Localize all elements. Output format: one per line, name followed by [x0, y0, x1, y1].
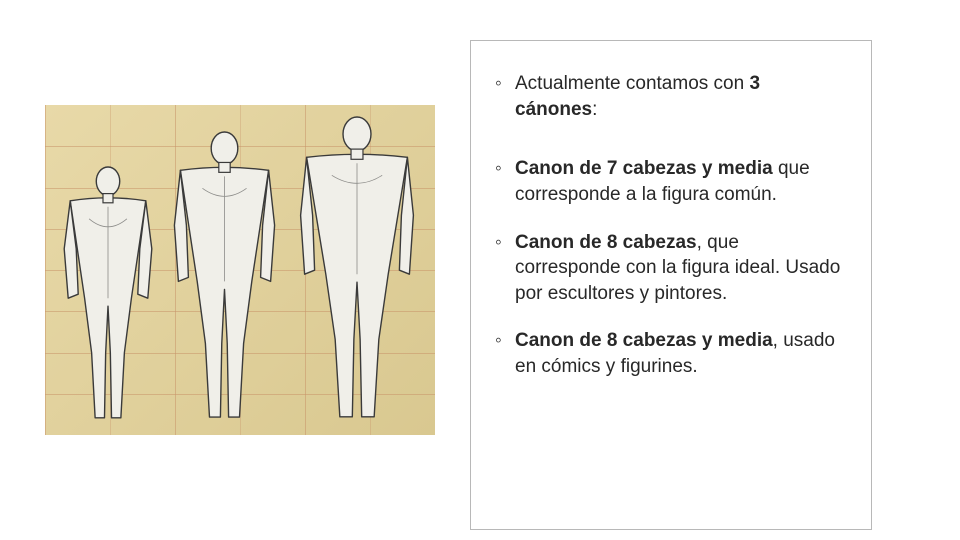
text-panel: Actualmente contamos con 3 cánones: Cano…	[470, 40, 872, 530]
bullet-intro: Actualmente contamos con 3 cánones:	[495, 71, 847, 122]
body-figure-3	[297, 113, 417, 423]
bullet-canon-75: Canon de 7 cabezas y media que correspon…	[495, 156, 847, 207]
slide: Actualmente contamos con 3 cánones: Cano…	[0, 0, 960, 540]
proportion-illustration	[45, 105, 435, 435]
body-figure-2	[172, 128, 277, 423]
bullet-canon-8-bold: Canon de 8 cabezas	[515, 232, 697, 253]
bullet-list: Actualmente contamos con 3 cánones: Cano…	[495, 71, 847, 380]
bullet-canon-75-bold: Canon de 7 cabezas y media	[515, 158, 773, 179]
body-figures-row	[45, 105, 435, 435]
text-area: Actualmente contamos con 3 cánones: Cano…	[440, 0, 900, 540]
bullet-intro-prefix: Actualmente contamos con	[515, 73, 749, 94]
bullet-canon-85-bold: Canon de 8 cabezas y media	[515, 330, 773, 351]
illustration-area	[0, 0, 440, 540]
body-figure-1	[63, 163, 153, 423]
bullet-intro-suffix: :	[592, 99, 597, 120]
bullet-canon-8: Canon de 8 cabezas, que corresponde con …	[495, 230, 847, 307]
bullet-canon-85: Canon de 8 cabezas y media, usado en cóm…	[495, 328, 847, 379]
